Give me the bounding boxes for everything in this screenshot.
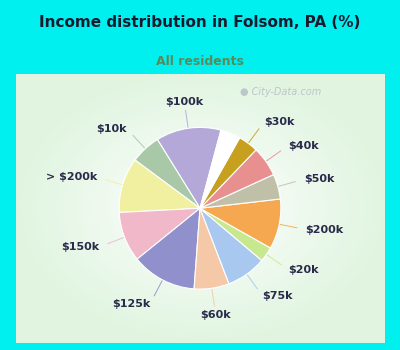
Wedge shape [200, 208, 270, 260]
Text: $75k: $75k [262, 291, 293, 301]
Wedge shape [119, 160, 200, 212]
Text: $30k: $30k [264, 117, 295, 127]
Wedge shape [200, 130, 240, 208]
Wedge shape [200, 150, 274, 208]
Text: $100k: $100k [165, 97, 203, 107]
Text: $10k: $10k [96, 124, 127, 134]
Text: $40k: $40k [288, 141, 318, 151]
Text: > $200k: > $200k [46, 172, 97, 182]
Text: ● City-Data.com: ● City-Data.com [240, 87, 322, 97]
Wedge shape [137, 208, 200, 289]
Text: $50k: $50k [304, 174, 334, 184]
Wedge shape [119, 208, 200, 259]
Wedge shape [194, 208, 229, 289]
Wedge shape [200, 208, 262, 284]
Text: $200k: $200k [306, 225, 344, 235]
Wedge shape [200, 138, 256, 208]
Text: $20k: $20k [288, 265, 319, 275]
Text: $60k: $60k [200, 310, 231, 320]
Text: $125k: $125k [112, 299, 150, 309]
Wedge shape [200, 175, 280, 208]
Wedge shape [200, 199, 281, 248]
Wedge shape [135, 140, 200, 208]
Text: $150k: $150k [61, 242, 99, 252]
Wedge shape [157, 127, 221, 208]
Text: All residents: All residents [156, 55, 244, 69]
Text: Income distribution in Folsom, PA (%): Income distribution in Folsom, PA (%) [39, 15, 361, 30]
